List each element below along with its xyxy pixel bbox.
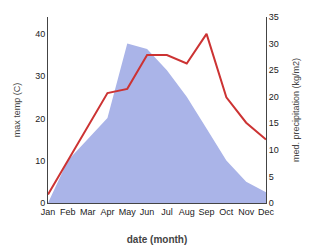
- svg-text:May: May: [119, 207, 137, 217]
- svg-text:20: 20: [35, 114, 45, 124]
- svg-text:20: 20: [269, 92, 279, 102]
- svg-text:med. precipitation (kg/m2): med. precipitation (kg/m2): [291, 58, 301, 162]
- svg-text:Sep: Sep: [199, 207, 215, 217]
- svg-text:15: 15: [269, 118, 279, 128]
- svg-text:10: 10: [35, 156, 45, 166]
- svg-text:Jul: Jul: [161, 207, 173, 217]
- svg-text:Aug: Aug: [179, 207, 195, 217]
- svg-text:0: 0: [269, 198, 274, 208]
- svg-text:30: 30: [35, 71, 45, 81]
- svg-text:10: 10: [269, 145, 279, 155]
- svg-text:Jun: Jun: [140, 207, 155, 217]
- svg-text:Oct: Oct: [219, 207, 234, 217]
- svg-text:Dec: Dec: [258, 207, 275, 217]
- svg-text:35: 35: [269, 12, 279, 22]
- svg-text:Jan: Jan: [41, 207, 56, 217]
- svg-text:25: 25: [269, 65, 279, 75]
- svg-text:5: 5: [269, 172, 274, 182]
- svg-text:Feb: Feb: [60, 207, 76, 217]
- svg-text:date (month): date (month): [127, 234, 188, 245]
- svg-text:30: 30: [269, 39, 279, 49]
- svg-text:Mar: Mar: [80, 207, 96, 217]
- svg-text:0: 0: [40, 198, 45, 208]
- svg-text:Nov: Nov: [238, 207, 255, 217]
- svg-text:max temp (C): max temp (C): [12, 83, 22, 138]
- svg-text:40: 40: [35, 29, 45, 39]
- svg-text:Apr: Apr: [100, 207, 114, 217]
